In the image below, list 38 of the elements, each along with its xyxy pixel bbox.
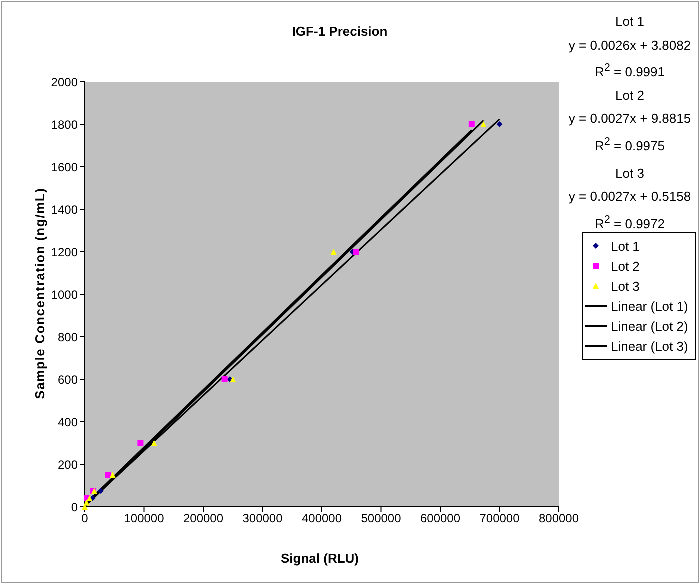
legend-label: Lot 2 <box>611 258 640 274</box>
y-tick-label: 200 <box>58 458 78 472</box>
y-tick-label: 1200 <box>51 245 78 260</box>
text: y = 0.0026x + 3.8082 <box>568 36 692 55</box>
x-tick-label: 800000 <box>538 512 580 526</box>
text: Lot 3 <box>614 164 646 183</box>
text: R$^{2}$ = 0.9975 <box>594 134 666 156</box>
y-tick-label: 0 <box>71 500 78 514</box>
legend-label: Linear (Lot 1) <box>611 298 688 314</box>
legend-label: Linear (Lot 3) <box>611 338 688 354</box>
y-tick-label: 2000 <box>51 75 78 90</box>
y-tick-label: 1600 <box>51 160 78 174</box>
x-tick-label: 300000 <box>242 512 284 526</box>
x-tick-label: 400000 <box>302 512 342 526</box>
y-tick-label: 1400 <box>51 202 78 217</box>
text: y = 0.0027x + 0.5158 <box>568 188 692 206</box>
text: R$^{2}$ = 0.9972 <box>594 212 666 233</box>
y-tick-label: 1000 <box>51 288 78 302</box>
x-axis-title: Signal (RLU) <box>280 551 360 566</box>
text: R$^{2}$ = 0.9991 <box>594 61 666 82</box>
x-tick-label: 500000 <box>361 512 402 526</box>
y-tick-label: 400 <box>58 415 78 430</box>
x-tick-label: 100000 <box>124 512 165 526</box>
legend-label: Lot 1 <box>611 238 640 254</box>
text: Lot 2 <box>614 86 646 105</box>
text: y = 0.0027x + 9.8815 <box>568 110 692 128</box>
y-tick-label: 1800 <box>51 118 78 132</box>
y-tick-label: 800 <box>58 330 78 344</box>
chart-title: IGF-1 Precision <box>291 24 389 39</box>
y-tick-label: 600 <box>58 372 78 387</box>
x-tick-label: 200000 <box>183 512 224 526</box>
y-axis-title: Sample Concentration (ng/mL) <box>32 186 48 402</box>
legend-label: Lot 3 <box>611 278 640 294</box>
x-tick-label: 0 <box>82 512 89 526</box>
text: Lot 1 <box>614 13 646 31</box>
x-tick-label: 600000 <box>420 512 461 526</box>
legend-label: Linear (Lot 2) <box>611 318 688 334</box>
x-tick-label: 700000 <box>480 512 520 526</box>
